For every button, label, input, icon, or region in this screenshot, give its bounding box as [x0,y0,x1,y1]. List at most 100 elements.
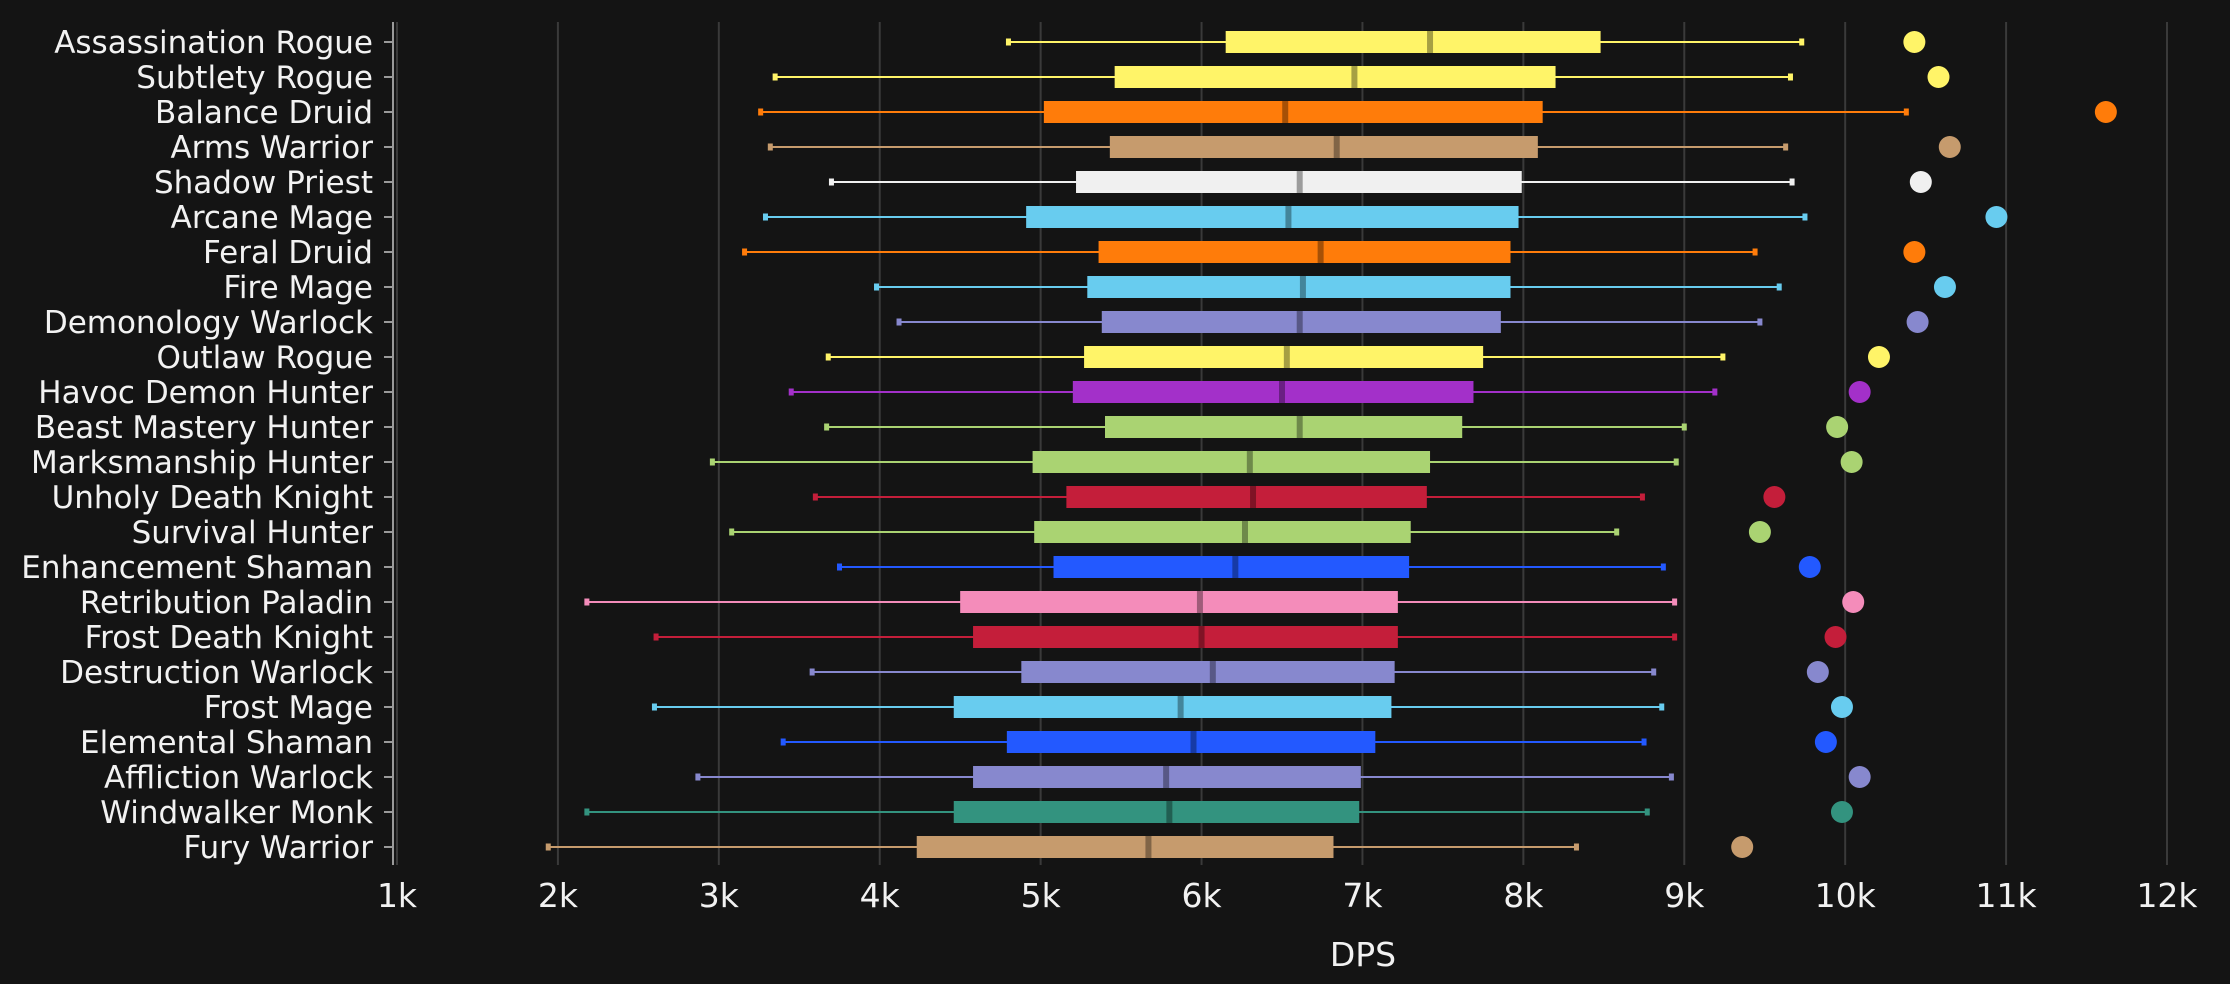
whisker-min-cap-elemental-shaman [780,738,786,746]
whisker-max-cap-arcane-mage [1802,213,1808,221]
median-marker-affliction-warlock [1163,766,1170,788]
whisker-max-cap-demonology-warlock [1757,318,1763,326]
category-label-enhancement-shaman: Enhancement Shaman [21,550,373,586]
max-points [1731,31,2117,858]
iqr-box-beast-mastery-hunter [1105,416,1463,438]
whisker-max-cap-subtlety-rogue [1787,73,1793,81]
iqr-box-affliction-warlock [973,766,1361,788]
whisker-min-cap-affliction-warlock [695,773,701,781]
category-label-fire-mage: Fire Mage [223,270,373,306]
whisker-min-cap-havoc-demon-hunter [788,388,794,396]
x-tick-label: 2k [538,876,579,915]
whisker-max-cap-elemental-shaman [1641,738,1647,746]
max-point-enhancement-shaman [1798,556,1821,578]
whisker-max-cap-assassination-rogue [1799,38,1805,46]
iqr-box-assassination-rogue [1225,31,1601,53]
median-marker-elemental-shaman [1190,731,1197,753]
max-point-arms-warrior [1938,136,1961,158]
whisker-min-cap-retribution-paladin [584,598,590,606]
whisker-max-cap-windwalker-monk [1644,808,1650,816]
box-series [545,31,1909,858]
iqr-box-unholy-death-knight [1066,486,1427,508]
iqr-box-destruction-warlock [1021,661,1395,683]
iqr-box-frost-death-knight [973,626,1398,648]
whisker-min-cap-frost-death-knight [653,633,659,641]
whisker-max-cap-beast-mastery-hunter [1681,423,1687,431]
whisker-max-cap-enhancement-shaman [1660,563,1666,571]
iqr-box-enhancement-shaman [1053,556,1410,578]
x-tick-label: 4k [860,876,901,915]
whisker-max-cap-affliction-warlock [1668,773,1674,781]
iqr-box-shadow-priest [1076,171,1522,193]
whisker-max-cap-unholy-death-knight [1639,493,1645,501]
median-marker-frost-death-knight [1198,626,1205,648]
median-marker-destruction-warlock [1209,661,1216,683]
median-marker-survival-hunter [1241,521,1248,543]
median-marker-arms-warrior [1333,136,1340,158]
max-point-balance-druid [2094,101,2117,123]
category-label-havoc-demon-hunter: Havoc Demon Hunter [38,375,373,411]
category-label-balance-druid: Balance Druid [155,95,373,131]
median-marker-demonology-warlock [1296,311,1303,333]
x-tick-label: 10k [1815,876,1877,915]
whisker-min-cap-fury-warrior [545,843,551,851]
x-tick-label: 1k [377,876,418,915]
median-marker-arcane-mage [1285,206,1292,228]
max-point-windwalker-monk [1830,801,1853,823]
whisker-min-cap-assassination-rogue [1005,38,1011,46]
max-point-unholy-death-knight [1763,486,1786,508]
box-demonology-warlock [896,311,1763,333]
iqr-box-outlaw-rogue [1084,346,1484,368]
whisker-min-cap-shadow-priest [828,178,834,186]
whisker-max-cap-survival-hunter [1614,528,1620,536]
category-label-survival-hunter: Survival Hunter [132,515,374,551]
category-label-elemental-shaman: Elemental Shaman [80,725,373,761]
whisker-min-cap-arcane-mage [762,213,768,221]
whisker-min-cap-demonology-warlock [896,318,902,326]
box-shadow-priest [828,171,1795,193]
x-tick-label: 12k [2136,876,2198,915]
whisker-min-cap-fire-mage [874,283,880,291]
whisker-min-cap-arms-warrior [767,143,773,151]
max-point-affliction-warlock [1848,766,1871,788]
max-point-survival-hunter [1748,521,1771,543]
x-tick-label: 7k [1342,876,1383,915]
median-marker-subtlety-rogue [1351,66,1358,88]
box-beast-mastery-hunter [824,416,1687,438]
whisker-max-cap-frost-death-knight [1672,633,1678,641]
median-marker-enhancement-shaman [1232,556,1239,578]
iqr-box-elemental-shaman [1006,731,1376,753]
box-survival-hunter [729,521,1620,543]
whisker-min-cap-enhancement-shaman [837,563,842,571]
max-point-elemental-shaman [1814,731,1837,753]
max-point-outlaw-rogue [1867,346,1890,368]
x-tick-label: 9k [1664,876,1705,915]
whisker-max-cap-arms-warrior [1783,143,1789,151]
category-label-subtlety-rogue: Subtlety Rogue [136,60,373,96]
box-elemental-shaman [780,731,1647,753]
box-assassination-rogue [1005,31,1805,53]
category-label-demonology-warlock: Demonology Warlock [44,305,373,341]
x-axis: 1k 2k 3k 4k 5k 6k 7k 8k 9k 10k 11k 12k [377,876,2198,915]
box-havoc-demon-hunter [788,381,1718,403]
category-label-unholy-death-knight: Unholy Death Knight [52,480,373,516]
x-axis-title: DPS [1330,935,1396,974]
category-label-assassination-rogue: Assassination Rogue [54,25,373,61]
category-label-windwalker-monk: Windwalker Monk [100,795,373,831]
x-tick-label: 8k [1503,876,1544,915]
box-subtlety-rogue [772,66,1793,88]
iqr-box-retribution-paladin [960,591,1398,613]
iqr-box-fire-mage [1087,276,1511,298]
max-point-fire-mage [1933,276,1956,298]
max-point-beast-mastery-hunter [1826,416,1849,438]
iqr-box-survival-hunter [1034,521,1411,543]
iqr-box-frost-mage [953,696,1392,718]
whisker-max-cap-fire-mage [1776,283,1782,291]
box-feral-druid [742,241,1758,263]
box-destruction-warlock [809,661,1657,683]
category-label-frost-death-knight: Frost Death Knight [85,620,373,656]
median-marker-shadow-priest [1296,171,1303,193]
whisker-max-cap-shadow-priest [1789,178,1795,186]
whisker-min-cap-destruction-warlock [809,668,815,676]
median-marker-fire-mage [1299,276,1306,298]
